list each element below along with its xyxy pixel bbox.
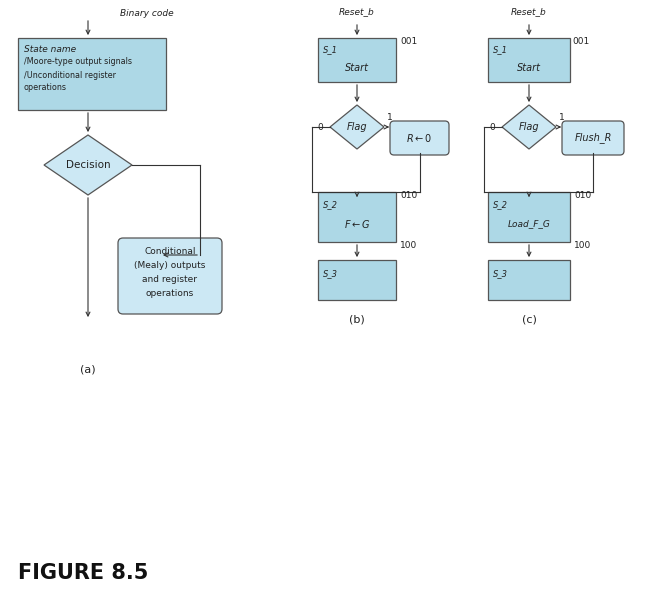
Text: 001: 001 <box>572 37 590 46</box>
Polygon shape <box>502 105 556 149</box>
Text: Flag: Flag <box>519 122 540 132</box>
Bar <box>318 38 396 82</box>
Text: (b): (b) <box>349 315 365 325</box>
Text: Flush_R: Flush_R <box>574 133 611 144</box>
Text: (c): (c) <box>521 315 536 325</box>
Text: 0: 0 <box>489 122 495 131</box>
Text: 1: 1 <box>559 113 565 121</box>
Text: 010: 010 <box>400 192 418 201</box>
Bar <box>488 192 570 242</box>
FancyBboxPatch shape <box>562 121 624 155</box>
Text: operations: operations <box>24 83 67 92</box>
Text: State name: State name <box>24 45 76 54</box>
Text: S_2: S_2 <box>493 201 508 209</box>
Text: 001: 001 <box>400 37 418 46</box>
FancyBboxPatch shape <box>390 121 449 155</box>
Text: Reset_b: Reset_b <box>339 7 375 16</box>
Bar <box>488 260 570 300</box>
Text: S_1: S_1 <box>323 45 338 54</box>
Text: S_1: S_1 <box>493 45 508 54</box>
Text: Start: Start <box>517 63 541 73</box>
Text: S_3: S_3 <box>323 270 338 279</box>
Text: Start: Start <box>345 63 369 73</box>
Text: $R\leftarrow 0$: $R\leftarrow 0$ <box>406 132 433 144</box>
Bar <box>18 38 166 110</box>
Bar <box>318 260 396 300</box>
Text: $F\leftarrow G$: $F\leftarrow G$ <box>343 218 370 230</box>
Text: Reset_b: Reset_b <box>511 7 547 16</box>
Text: Conditional: Conditional <box>145 247 196 256</box>
Text: operations: operations <box>146 289 194 298</box>
Text: S_2: S_2 <box>323 201 338 209</box>
Bar <box>488 38 570 82</box>
Text: 100: 100 <box>400 241 418 250</box>
Text: S_3: S_3 <box>493 270 508 279</box>
FancyBboxPatch shape <box>118 238 222 314</box>
Bar <box>318 192 396 242</box>
Text: 100: 100 <box>574 241 592 250</box>
Text: Load_F_G: Load_F_G <box>508 219 551 229</box>
Text: /Unconditional register: /Unconditional register <box>24 71 116 80</box>
Text: 010: 010 <box>574 192 592 201</box>
Text: (a): (a) <box>80 365 96 375</box>
Text: (Mealy) outputs: (Mealy) outputs <box>134 262 206 271</box>
Text: Flag: Flag <box>347 122 368 132</box>
Text: 0: 0 <box>317 122 323 131</box>
Text: and register: and register <box>143 276 198 285</box>
Polygon shape <box>330 105 384 149</box>
Text: FIGURE 8.5: FIGURE 8.5 <box>18 563 148 583</box>
Text: /Moore-type output signals: /Moore-type output signals <box>24 57 132 66</box>
Text: Binary code: Binary code <box>120 10 173 19</box>
Text: 1: 1 <box>387 113 393 121</box>
Polygon shape <box>44 135 132 195</box>
Text: Decision: Decision <box>65 160 111 170</box>
